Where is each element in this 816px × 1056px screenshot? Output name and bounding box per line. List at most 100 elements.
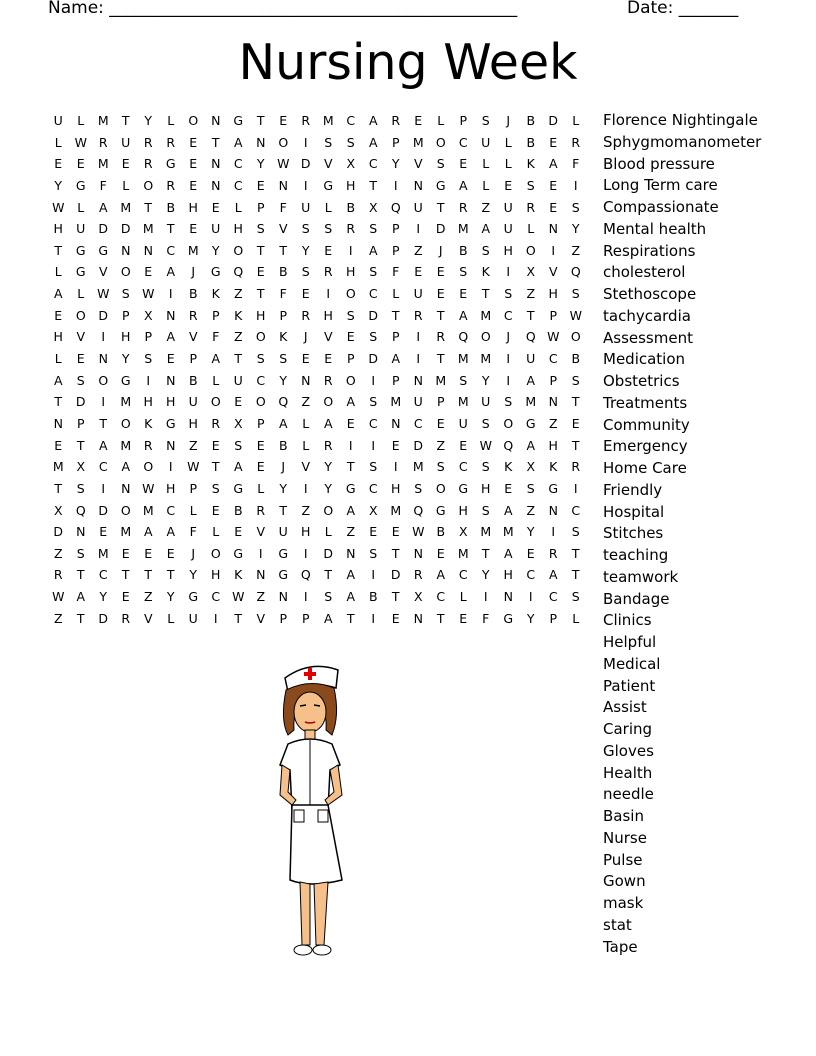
- grid-letter: E: [211, 502, 220, 518]
- grid-letter: R: [436, 329, 446, 345]
- grid-letter: L: [189, 502, 197, 518]
- grid-letter: Z: [233, 329, 243, 345]
- grid-letter: C: [98, 459, 108, 475]
- grid-letter: T: [54, 242, 63, 258]
- grid-letter: G: [233, 545, 244, 561]
- grid-letter: T: [121, 113, 130, 128]
- grid-letter: Z: [346, 524, 356, 540]
- grid-letter: S: [571, 199, 580, 215]
- grid-letter: M: [120, 437, 132, 453]
- grid-letter: L: [392, 286, 400, 302]
- word-list-item: teaching: [603, 546, 669, 564]
- grid-letter: P: [459, 113, 468, 128]
- grid-letter: A: [53, 286, 63, 302]
- grid-letter: O: [210, 394, 221, 410]
- word-list-item: tachycardia: [603, 306, 691, 325]
- grid-letter: T: [76, 610, 85, 626]
- grid-letter: D: [323, 545, 334, 561]
- grid-letter: A: [233, 134, 243, 150]
- grid-letter: G: [503, 610, 514, 626]
- grid-letter: E: [346, 415, 355, 431]
- grid-letter: J: [281, 459, 286, 475]
- grid-letter: T: [481, 545, 490, 561]
- grid-letter: Q: [233, 264, 244, 280]
- grid-letter: C: [368, 480, 378, 496]
- grid-letter: E: [76, 156, 85, 172]
- grid-letter: Y: [324, 480, 333, 496]
- grid-letter: L: [167, 610, 175, 626]
- grid-letter: R: [301, 113, 311, 128]
- grid-letter: E: [414, 264, 423, 280]
- word-list-item: Health: [603, 763, 653, 782]
- grid-letter: O: [435, 480, 446, 496]
- grid-letter: D: [548, 113, 559, 128]
- grid-letter: A: [526, 372, 536, 388]
- grid-letter: P: [549, 307, 558, 323]
- grid-letter: N: [98, 351, 108, 367]
- grid-letter: E: [549, 199, 558, 215]
- grid-letter: O: [143, 459, 154, 475]
- word-list-item: Stethoscope: [603, 285, 697, 303]
- word-list-item: Blood pressure: [603, 154, 715, 173]
- grid-letter: M: [120, 524, 132, 540]
- grid-letter: W: [412, 524, 425, 540]
- grid-letter: X: [143, 307, 153, 323]
- grid-letter: E: [436, 415, 445, 431]
- grid-letter: C: [526, 567, 536, 583]
- grid-letter: O: [255, 394, 266, 410]
- word-list-item: Florence Nightingale: [603, 111, 758, 129]
- word-list-item: Bandage: [603, 589, 670, 608]
- grid-letter: H: [481, 480, 491, 496]
- grid-letter: E: [189, 177, 198, 193]
- grid-letter: E: [436, 286, 445, 302]
- grid-letter: A: [53, 372, 63, 388]
- grid-letter: E: [391, 524, 400, 540]
- grid-letter: H: [323, 307, 333, 323]
- grid-letter: S: [526, 480, 535, 496]
- grid-letter: S: [76, 372, 85, 388]
- grid-letter: I: [101, 394, 106, 410]
- grid-letter: U: [278, 524, 288, 540]
- grid-letter: M: [480, 307, 492, 323]
- grid-letter: P: [346, 351, 355, 367]
- grid-letter: Z: [548, 415, 558, 431]
- grid-letter: S: [414, 480, 423, 496]
- grid-letter: L: [54, 264, 62, 280]
- grid-letter: I: [528, 589, 533, 605]
- grid-letter: C: [548, 351, 558, 367]
- grid-letter: I: [483, 589, 488, 605]
- grid-letter: S: [76, 480, 85, 496]
- grid-letter: I: [573, 177, 578, 193]
- grid-letter: V: [98, 264, 108, 280]
- grid-letter: U: [413, 286, 423, 302]
- grid-letter: G: [75, 177, 86, 193]
- grid-letter: R: [166, 177, 176, 193]
- grid-letter: M: [435, 372, 447, 388]
- grid-letter: T: [436, 351, 445, 367]
- grid-letter: E: [166, 351, 175, 367]
- word-list-item: Medical: [603, 654, 661, 673]
- grid-letter: H: [503, 242, 513, 258]
- word-list-item: Gloves: [603, 741, 654, 760]
- grid-letter: X: [526, 459, 536, 475]
- grid-letter: T: [166, 221, 175, 237]
- grid-letter: S: [369, 545, 378, 561]
- grid-letter: E: [54, 437, 63, 453]
- grid-letter: S: [436, 156, 445, 172]
- grid-letter: P: [211, 307, 220, 323]
- grid-letter: G: [75, 264, 86, 280]
- grid-letter: A: [481, 221, 491, 237]
- grid-letter: B: [526, 134, 536, 150]
- grid-letter: B: [571, 351, 581, 367]
- grid-letter: T: [346, 610, 355, 626]
- grid-letter: T: [211, 134, 220, 150]
- grid-letter: S: [481, 242, 490, 258]
- grid-letter: J: [191, 545, 196, 561]
- grid-letter: S: [121, 286, 130, 302]
- grid-letter: A: [346, 567, 356, 583]
- grid-letter: D: [368, 307, 379, 323]
- grid-letter: W: [97, 286, 110, 302]
- grid-letter: D: [98, 307, 109, 323]
- grid-letter: E: [211, 199, 220, 215]
